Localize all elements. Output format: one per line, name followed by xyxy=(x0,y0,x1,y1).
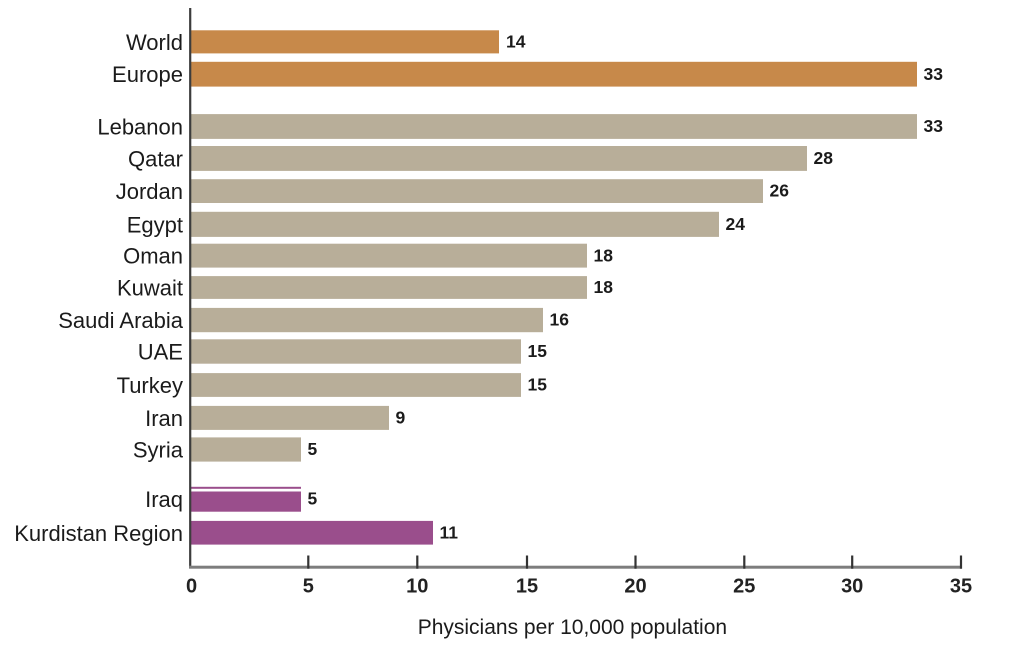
svg-text:Iraq: Iraq xyxy=(145,487,183,512)
svg-text:Jordan: Jordan xyxy=(116,179,183,204)
svg-text:0: 0 xyxy=(186,576,197,598)
svg-text:15: 15 xyxy=(516,576,538,598)
svg-text:Iran: Iran xyxy=(145,406,183,431)
svg-text:9: 9 xyxy=(396,408,406,428)
svg-text:Qatar: Qatar xyxy=(128,146,183,171)
svg-text:16: 16 xyxy=(550,310,570,330)
svg-text:11: 11 xyxy=(440,522,459,542)
svg-text:25: 25 xyxy=(733,576,755,598)
svg-text:18: 18 xyxy=(594,277,614,297)
svg-text:24: 24 xyxy=(726,214,746,234)
svg-text:15: 15 xyxy=(528,375,548,395)
svg-text:5: 5 xyxy=(308,489,318,509)
svg-text:Saudi Arabia: Saudi Arabia xyxy=(58,308,184,333)
svg-text:Syria: Syria xyxy=(133,438,184,463)
svg-text:5: 5 xyxy=(308,439,318,459)
svg-text:14: 14 xyxy=(506,31,526,51)
svg-text:33: 33 xyxy=(924,64,944,84)
svg-text:28: 28 xyxy=(814,148,834,168)
svg-text:20: 20 xyxy=(624,576,646,598)
svg-text:26: 26 xyxy=(770,181,790,201)
svg-text:Turkey: Turkey xyxy=(117,373,183,398)
svg-text:Kuwait: Kuwait xyxy=(117,276,183,301)
svg-text:UAE: UAE xyxy=(138,340,183,365)
svg-text:35: 35 xyxy=(950,576,972,598)
svg-text:30: 30 xyxy=(841,576,863,598)
svg-text:Oman: Oman xyxy=(123,244,183,269)
svg-text:World: World xyxy=(126,30,183,55)
svg-text:Egypt: Egypt xyxy=(127,212,183,237)
svg-text:Kurdistan Region: Kurdistan Region xyxy=(14,521,183,546)
svg-text:10: 10 xyxy=(406,576,428,598)
svg-text:Europe: Europe xyxy=(112,62,183,87)
svg-text:33: 33 xyxy=(924,116,944,136)
svg-text:Physicians per 10,000 populati: Physicians per 10,000 population xyxy=(418,616,727,639)
svg-text:Lebanon: Lebanon xyxy=(97,115,183,140)
svg-text:18: 18 xyxy=(594,245,614,265)
svg-text:15: 15 xyxy=(528,341,548,361)
svg-text:5: 5 xyxy=(303,576,314,598)
